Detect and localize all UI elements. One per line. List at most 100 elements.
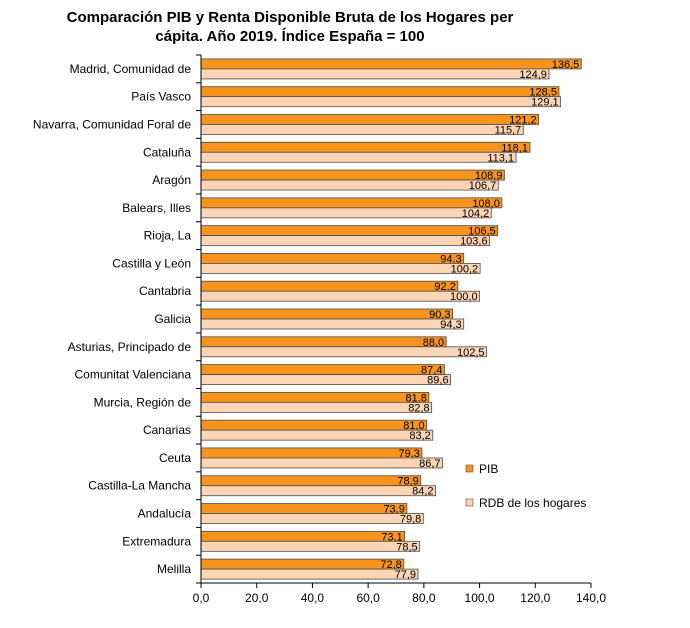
category-label: Cantabria: [139, 284, 191, 298]
data-label-pib: 108,9: [475, 170, 503, 182]
x-tick-label: 100,0: [465, 591, 495, 605]
category-label: Rioja, La: [144, 229, 192, 243]
chart-title-line-2: cápita. Año 2019. Índice España = 100: [155, 28, 425, 45]
data-label-rdb: 124,9: [519, 69, 547, 81]
data-label-pib: 108,0: [472, 198, 500, 210]
category-label: Melilla: [157, 562, 191, 576]
bar-pib: [200, 336, 447, 348]
data-label-pib: 128,5: [529, 87, 557, 99]
legend-label-pib: PIB: [479, 462, 498, 476]
bar-pib: [200, 253, 465, 264]
legend-swatch-rdb: [465, 498, 474, 507]
data-label-pib: 106,5: [468, 226, 496, 238]
data-label-pib: 90,3: [429, 309, 450, 321]
bar-pib: [200, 475, 422, 487]
data-label-pib: 136,5: [552, 59, 580, 71]
bar-pib: [200, 558, 405, 570]
x-tick-label: 80,0: [412, 591, 436, 605]
bar-pib: [200, 391, 430, 403]
bar-rdb: [200, 290, 480, 302]
category-label: Cataluña: [143, 145, 191, 159]
data-label-pib: 87,4: [421, 365, 442, 377]
bar-rdb: [200, 151, 517, 163]
data-label-rdb: 115,7: [495, 124, 522, 136]
bar-rdb: [200, 540, 421, 552]
bar-rdb: [200, 346, 487, 358]
bar-rdb: [200, 513, 424, 524]
data-label-pib: 78,9: [397, 476, 418, 488]
x-tick-label: 40,0: [301, 591, 325, 605]
data-label-rdb: 77,9: [395, 569, 416, 581]
data-label-rdb: 79,8: [400, 514, 421, 526]
category-label: Aragón: [152, 173, 191, 187]
data-label-pib: 94,3: [440, 253, 461, 265]
data-label-pib: 81,0: [403, 420, 424, 432]
bar-rdb: [200, 374, 452, 385]
category-label: Asturias, Principado de: [68, 340, 192, 354]
data-label-pib: 73,1: [381, 531, 402, 543]
x-tick-label: 60,0: [356, 591, 380, 605]
legend-swatch-pib: [465, 464, 474, 473]
bar-pib: [200, 114, 540, 125]
bar-pib: [200, 419, 428, 431]
data-label-rdb: 82,8: [408, 402, 429, 414]
data-label-rdb: 106,7: [469, 180, 497, 192]
bar-rdb: [200, 124, 524, 135]
category-label: País Vasco: [131, 90, 191, 104]
data-label-rdb: 100,2: [451, 263, 479, 275]
bar-pib: [200, 447, 423, 459]
category-label: Madrid, Comunidad de: [70, 62, 192, 76]
data-label-pib: 81,8: [405, 392, 426, 404]
data-label-rdb: 94,3: [440, 319, 461, 331]
data-label-rdb: 104,2: [462, 208, 490, 220]
bar-pib: [200, 280, 459, 292]
bar-rdb: [200, 207, 492, 219]
x-tick-label: 20,0: [245, 591, 269, 605]
bar-pib: [200, 503, 408, 514]
data-label-pib: 88,0: [423, 337, 444, 349]
bar-rdb: [200, 96, 562, 108]
bar-pib: [200, 169, 505, 181]
bar-pib: [200, 141, 531, 153]
x-tick-label: 120,0: [520, 591, 550, 605]
bar-pib: [200, 86, 560, 98]
data-label-pib: 79,3: [398, 448, 419, 460]
data-label-pib: 72,8: [380, 559, 401, 571]
chart-title: Comparación PIB y Renta Disponible Bruta…: [40, 8, 540, 46]
bar-rdb: [200, 457, 443, 469]
category-label: Castilla y León: [112, 256, 191, 270]
bar-pib: [200, 197, 503, 209]
data-label-rdb: 78,5: [396, 541, 417, 553]
category-label: Canarias: [143, 423, 191, 437]
category-label: Balears, Illes: [122, 201, 191, 215]
data-label-pib: 73,9: [383, 504, 404, 516]
data-label-rdb: 113,1: [487, 152, 514, 164]
category-label: Murcia, Región de: [94, 395, 192, 409]
category-label: Navarra, Comunidad Foral de: [33, 117, 191, 131]
bar-rdb: [200, 179, 499, 191]
category-label: Andalucía: [138, 507, 192, 521]
legend-label-rdb: RDB de los hogares: [479, 496, 586, 510]
bar-rdb: [200, 263, 481, 274]
category-label: Comunitat Valenciana: [74, 368, 191, 382]
category-label: Extremadura: [122, 534, 191, 548]
chart-title-line-1: Comparación PIB y Renta Disponible Bruta…: [66, 9, 514, 26]
data-label-rdb: 86,7: [419, 458, 440, 470]
data-label-rdb: 103,6: [460, 236, 488, 248]
data-label-rdb: 89,6: [427, 375, 448, 387]
bar-rdb: [200, 568, 419, 580]
bar-rdb: [200, 429, 434, 441]
bar-pib: [200, 225, 499, 237]
data-label-pib: 121,2: [509, 114, 537, 126]
bar-rdb: [200, 68, 550, 80]
data-label-rdb: 102,5: [457, 347, 485, 359]
data-label-rdb: 100,0: [450, 291, 478, 303]
bar-pib: [200, 530, 406, 542]
bar-pib: [200, 364, 445, 375]
data-label-pib: 92,2: [434, 281, 455, 293]
bar-rdb: [200, 235, 491, 247]
category-label: Ceuta: [159, 451, 191, 465]
category-label: Galicia: [154, 312, 191, 326]
bar-rdb: [200, 485, 436, 497]
